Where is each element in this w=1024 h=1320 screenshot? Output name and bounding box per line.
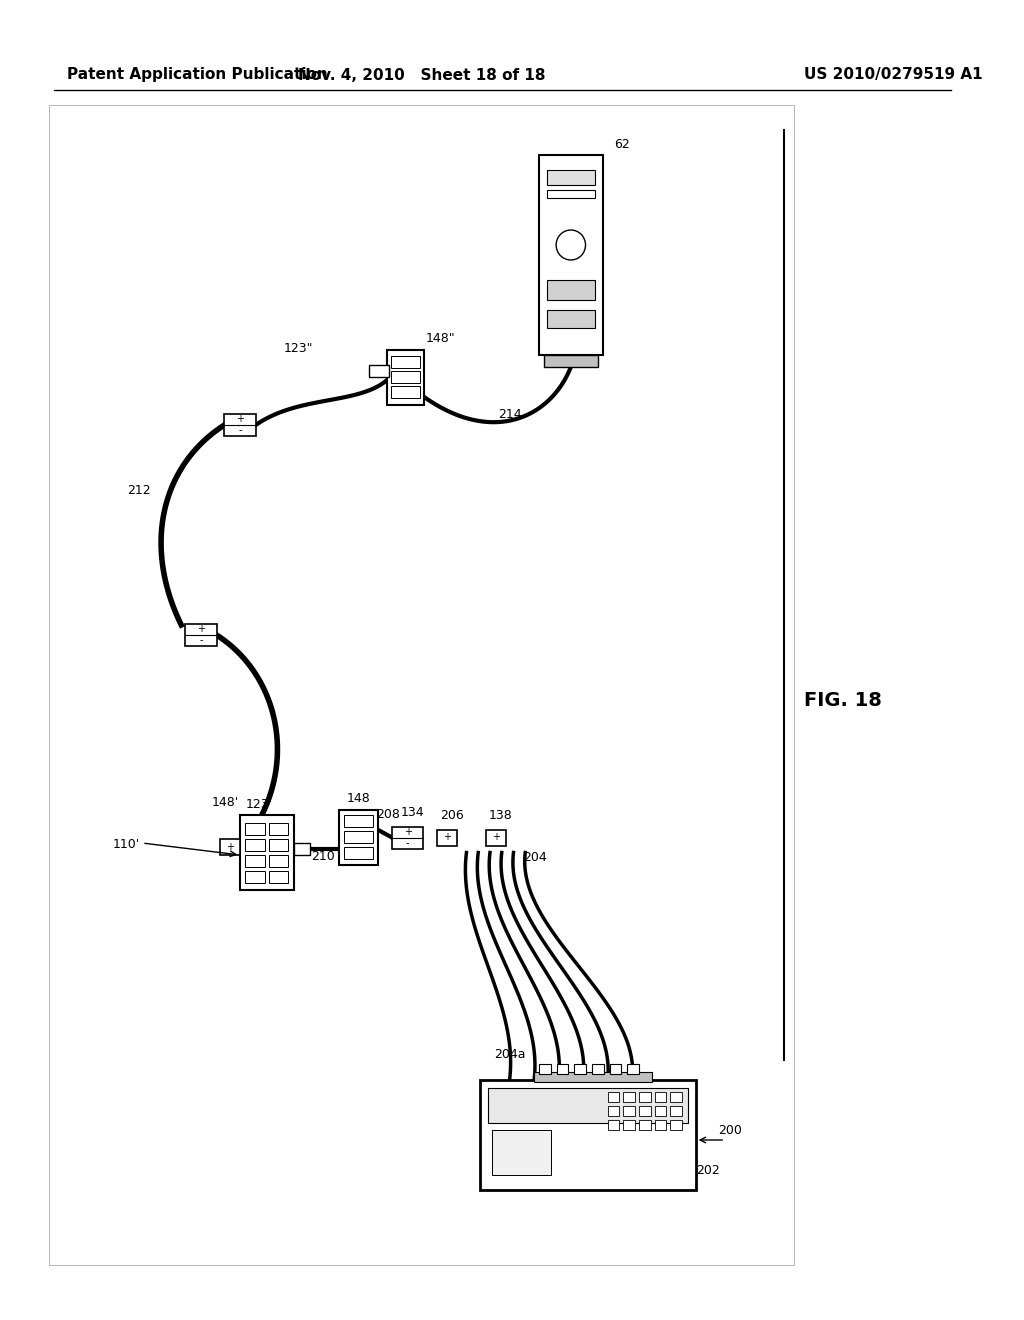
Bar bbox=[627, 1064, 639, 1074]
Text: 210: 210 bbox=[311, 850, 335, 863]
Bar bbox=[624, 1092, 635, 1102]
Bar bbox=[488, 1088, 688, 1123]
Text: 134: 134 bbox=[400, 807, 424, 818]
Bar bbox=[480, 1080, 695, 1191]
Bar bbox=[294, 843, 309, 855]
Bar bbox=[607, 1106, 620, 1115]
Bar bbox=[245, 822, 264, 836]
Bar bbox=[539, 154, 603, 355]
Bar bbox=[671, 1106, 682, 1115]
Text: +: + bbox=[197, 624, 205, 635]
Bar bbox=[224, 414, 256, 436]
Bar bbox=[547, 310, 595, 327]
Bar bbox=[185, 624, 216, 645]
Bar bbox=[535, 1072, 651, 1082]
Text: -: - bbox=[406, 838, 410, 847]
Bar bbox=[592, 1064, 604, 1074]
Text: 110': 110' bbox=[113, 838, 140, 851]
Bar bbox=[391, 371, 421, 383]
Bar bbox=[268, 840, 288, 851]
Bar bbox=[370, 366, 389, 378]
Bar bbox=[339, 810, 378, 865]
Text: FIG. 18: FIG. 18 bbox=[804, 690, 882, 710]
Bar bbox=[624, 1119, 635, 1130]
Bar bbox=[639, 1119, 650, 1130]
Text: Patent Application Publication: Patent Application Publication bbox=[67, 67, 328, 82]
Bar bbox=[391, 356, 421, 368]
Text: 212: 212 bbox=[127, 483, 151, 496]
Bar bbox=[344, 847, 374, 859]
Text: Nov. 4, 2010   Sheet 18 of 18: Nov. 4, 2010 Sheet 18 of 18 bbox=[298, 67, 545, 82]
Bar bbox=[387, 350, 424, 405]
Bar bbox=[544, 355, 598, 367]
Text: +: + bbox=[237, 414, 244, 425]
Text: US 2010/0279519 A1: US 2010/0279519 A1 bbox=[804, 67, 982, 82]
Text: 204: 204 bbox=[523, 851, 547, 865]
Text: 200: 200 bbox=[718, 1123, 742, 1137]
Bar bbox=[639, 1092, 650, 1102]
Text: -: - bbox=[199, 635, 203, 645]
Text: 214: 214 bbox=[498, 408, 521, 421]
Bar bbox=[344, 832, 374, 843]
Bar bbox=[492, 1130, 551, 1175]
Text: 206: 206 bbox=[440, 809, 464, 822]
Bar bbox=[654, 1106, 667, 1115]
Bar bbox=[268, 855, 288, 867]
Text: 202: 202 bbox=[695, 1163, 720, 1176]
Bar bbox=[486, 829, 506, 846]
Bar bbox=[639, 1106, 650, 1115]
Bar bbox=[245, 840, 264, 851]
Bar bbox=[392, 826, 423, 849]
Bar bbox=[391, 385, 421, 399]
Circle shape bbox=[556, 230, 586, 260]
Bar bbox=[245, 855, 264, 867]
Bar bbox=[671, 1092, 682, 1102]
Bar bbox=[624, 1106, 635, 1115]
Bar bbox=[547, 190, 595, 198]
Bar bbox=[220, 840, 240, 855]
Text: -: - bbox=[239, 425, 242, 436]
Text: 204a: 204a bbox=[494, 1048, 525, 1061]
Text: 62: 62 bbox=[614, 139, 630, 152]
Text: 148': 148' bbox=[212, 796, 239, 809]
Bar bbox=[574, 1064, 586, 1074]
Bar bbox=[671, 1119, 682, 1130]
Bar bbox=[49, 106, 794, 1265]
Bar bbox=[654, 1092, 667, 1102]
Bar bbox=[268, 871, 288, 883]
Bar bbox=[654, 1119, 667, 1130]
Text: 123': 123' bbox=[246, 799, 273, 812]
Text: 123": 123" bbox=[284, 342, 313, 355]
Text: 208: 208 bbox=[376, 808, 400, 821]
Bar bbox=[607, 1119, 620, 1130]
Bar bbox=[547, 170, 595, 185]
Text: 148: 148 bbox=[347, 792, 371, 804]
Bar bbox=[240, 814, 294, 890]
Bar bbox=[268, 822, 288, 836]
Bar bbox=[245, 871, 264, 883]
Text: 138: 138 bbox=[488, 809, 513, 822]
Bar bbox=[607, 1092, 620, 1102]
Bar bbox=[609, 1064, 622, 1074]
Bar bbox=[437, 829, 457, 846]
Text: +: + bbox=[492, 833, 500, 842]
Text: +: + bbox=[442, 833, 451, 842]
Text: 148": 148" bbox=[425, 331, 455, 345]
Text: +: + bbox=[226, 842, 234, 851]
Bar bbox=[557, 1064, 568, 1074]
Text: +: + bbox=[403, 828, 412, 837]
Bar bbox=[539, 1064, 551, 1074]
Bar bbox=[547, 280, 595, 300]
Bar bbox=[344, 814, 374, 828]
